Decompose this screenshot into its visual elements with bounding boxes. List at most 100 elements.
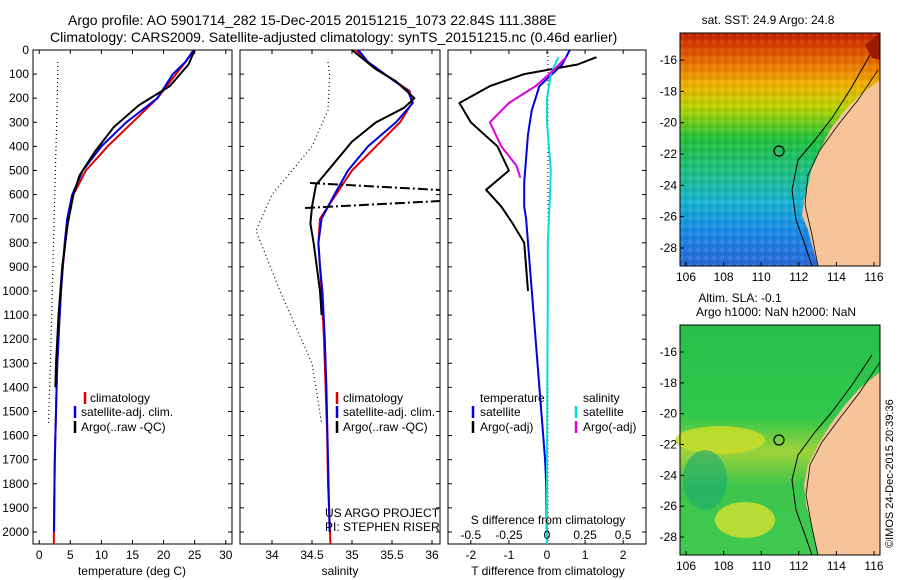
xtick-label: 10 xyxy=(95,548,109,562)
header-line2: Climatology: CARS2009. Satellite-adjuste… xyxy=(50,29,617,45)
series-line-difference-3 xyxy=(488,56,567,179)
ytick-label: 500 xyxy=(9,163,29,177)
difference-legend: temperature salinity satellite Argo(-adj… xyxy=(471,391,636,434)
map-ytick-label: -26 xyxy=(660,210,678,224)
map-ytick-label: -28 xyxy=(660,530,678,544)
header-line1: Argo profile: AO 5901714_282 15-Dec-2015… xyxy=(68,12,556,28)
pi-label: PI: STEPHEN RISER xyxy=(325,520,440,534)
legend-label-s-argo: Argo(-adj) xyxy=(583,420,636,434)
map-ytick-label: -18 xyxy=(660,84,678,98)
series-line-difference-0 xyxy=(523,49,571,545)
legend-label-s-satellite: satellite xyxy=(583,405,624,419)
t-difference-label: T difference from climatology xyxy=(471,564,625,578)
ytick-label: 200 xyxy=(9,91,29,105)
xtick-label: 0 xyxy=(544,548,551,562)
series-line-difference-2 xyxy=(546,56,560,544)
xtick-label: 25 xyxy=(188,548,202,562)
series-line-temperature-2 xyxy=(54,49,196,388)
legend-label-t-argo: Argo(-adj) xyxy=(480,420,533,434)
ytick-label: 1100 xyxy=(3,308,29,322)
argo-location-marker-sla xyxy=(773,434,785,446)
temperature-legend: climatology satellite-adj. clim. Argo(..… xyxy=(73,391,173,434)
xtick-label: 15 xyxy=(126,548,140,562)
sst-map-frame xyxy=(679,32,881,267)
salinity-axis: 34 34.5 35 35.5 36 xyxy=(240,49,440,562)
map-xtick-label: 112 xyxy=(789,270,808,284)
sst-map: sat. SST: 24.9 Argo: 24.8 106 108 110 112 11… xyxy=(660,13,884,284)
difference-series xyxy=(458,49,597,545)
series-line-salinity-2 xyxy=(309,49,416,316)
map-xtick-label: 114 xyxy=(827,559,846,573)
legend-label-climatology: climatology xyxy=(343,391,403,405)
ytick-label: 2000 xyxy=(2,525,29,539)
depth-axis: 0 100 200 300 400 500 600 700 800 900 1000 1100 1200… xyxy=(2,43,29,539)
sla-teal-anomaly xyxy=(683,450,727,510)
ytick-label: 900 xyxy=(9,260,29,274)
salinity-dashdot-lower xyxy=(304,200,441,209)
temperature-axis: 0 5 10 15 20 25 30 xyxy=(33,49,233,562)
s-difference-ticks: -0.5 -0.25 0 0.25 0.5 xyxy=(461,528,632,542)
map-xtick-label: 106 xyxy=(676,559,696,573)
salinity-series xyxy=(255,49,416,545)
stick-label: -0.5 xyxy=(461,528,482,542)
sst-isobath xyxy=(804,69,879,267)
sst-coastline xyxy=(791,54,871,267)
ytick-label: 0 xyxy=(22,43,29,57)
stick-label: 0.25 xyxy=(573,528,597,542)
map-xtick-label: 106 xyxy=(676,270,696,284)
map-ytick-label: -20 xyxy=(660,116,678,130)
sla-land xyxy=(804,372,880,555)
sst-land xyxy=(802,80,880,266)
ytick-label: 1500 xyxy=(2,404,29,418)
xtick-label: 34.5 xyxy=(300,548,324,562)
xtick-label: 2 xyxy=(620,548,627,562)
temperature-plot-frame xyxy=(32,49,233,545)
series-line-salinity-3 xyxy=(255,61,331,424)
map-ytick-label: -28 xyxy=(660,241,678,255)
map-xtick-label: 110 xyxy=(752,559,771,573)
salinity-xlabel: salinity xyxy=(322,564,359,578)
map-ytick-label: -16 xyxy=(660,345,678,359)
ytick-label: 1800 xyxy=(2,477,29,491)
ytick-label: 1700 xyxy=(2,453,29,467)
sst-map-axes: 106 108 110 112 114 116 -16 -18 -20 -22 -24 -26 -28 xyxy=(660,53,884,284)
map-xtick-label: 108 xyxy=(714,270,734,284)
xtick-label: -1 xyxy=(504,548,515,562)
xtick-label: 5 xyxy=(67,548,74,562)
legend-label-argo: Argo(..raw -QC) xyxy=(343,420,428,434)
ytick-label: 1400 xyxy=(2,380,29,394)
xtick-label: -2 xyxy=(466,548,477,562)
series-line-temperature-3 xyxy=(47,61,59,424)
xtick-label: 0 xyxy=(36,548,43,562)
ytick-label: 1200 xyxy=(2,332,29,346)
imos-credit: ©IMOS 24-Dec-2015 20:39:36 xyxy=(884,399,896,548)
difference-panel: -2 -1 0 1 2 temperature salinity satellite A… xyxy=(447,49,647,578)
sla-coastline xyxy=(791,354,873,556)
ytick-label: 300 xyxy=(9,115,29,129)
ytick-label: 700 xyxy=(9,212,29,226)
xtick-label: 1 xyxy=(582,548,589,562)
xtick-label: 30 xyxy=(219,548,233,562)
xtick-label: 35.5 xyxy=(380,548,404,562)
salinity-panel: 34 34.5 35 35.5 36 climatology satellite-adj… xyxy=(239,49,441,578)
legend-label-satellite: satellite-adj. clim. xyxy=(81,405,173,419)
sla-map-frame xyxy=(679,324,881,556)
map-ytick-label: -20 xyxy=(660,407,678,421)
map-ytick-label: -16 xyxy=(660,53,678,67)
map-xtick-label: 114 xyxy=(827,270,846,284)
stick-label: 0 xyxy=(544,528,551,542)
map-ytick-label: -22 xyxy=(660,438,678,452)
sla-yellow-anomaly-2 xyxy=(715,502,775,538)
legend-label-argo: Argo(..raw -QC) xyxy=(81,420,166,434)
map-ytick-label: -26 xyxy=(660,499,678,513)
xtick-label: 36 xyxy=(425,548,439,562)
sla-yellow-anomaly-1 xyxy=(675,426,765,454)
ytick-label: 1300 xyxy=(2,356,29,370)
map-xtick-label: 108 xyxy=(714,559,734,573)
ytick-label: 100 xyxy=(9,67,29,81)
legend-label-satellite: satellite-adj. clim. xyxy=(343,405,435,419)
stick-label: -0.25 xyxy=(495,528,523,542)
xtick-label: 35 xyxy=(345,548,359,562)
stick-label: 0.5 xyxy=(615,528,632,542)
